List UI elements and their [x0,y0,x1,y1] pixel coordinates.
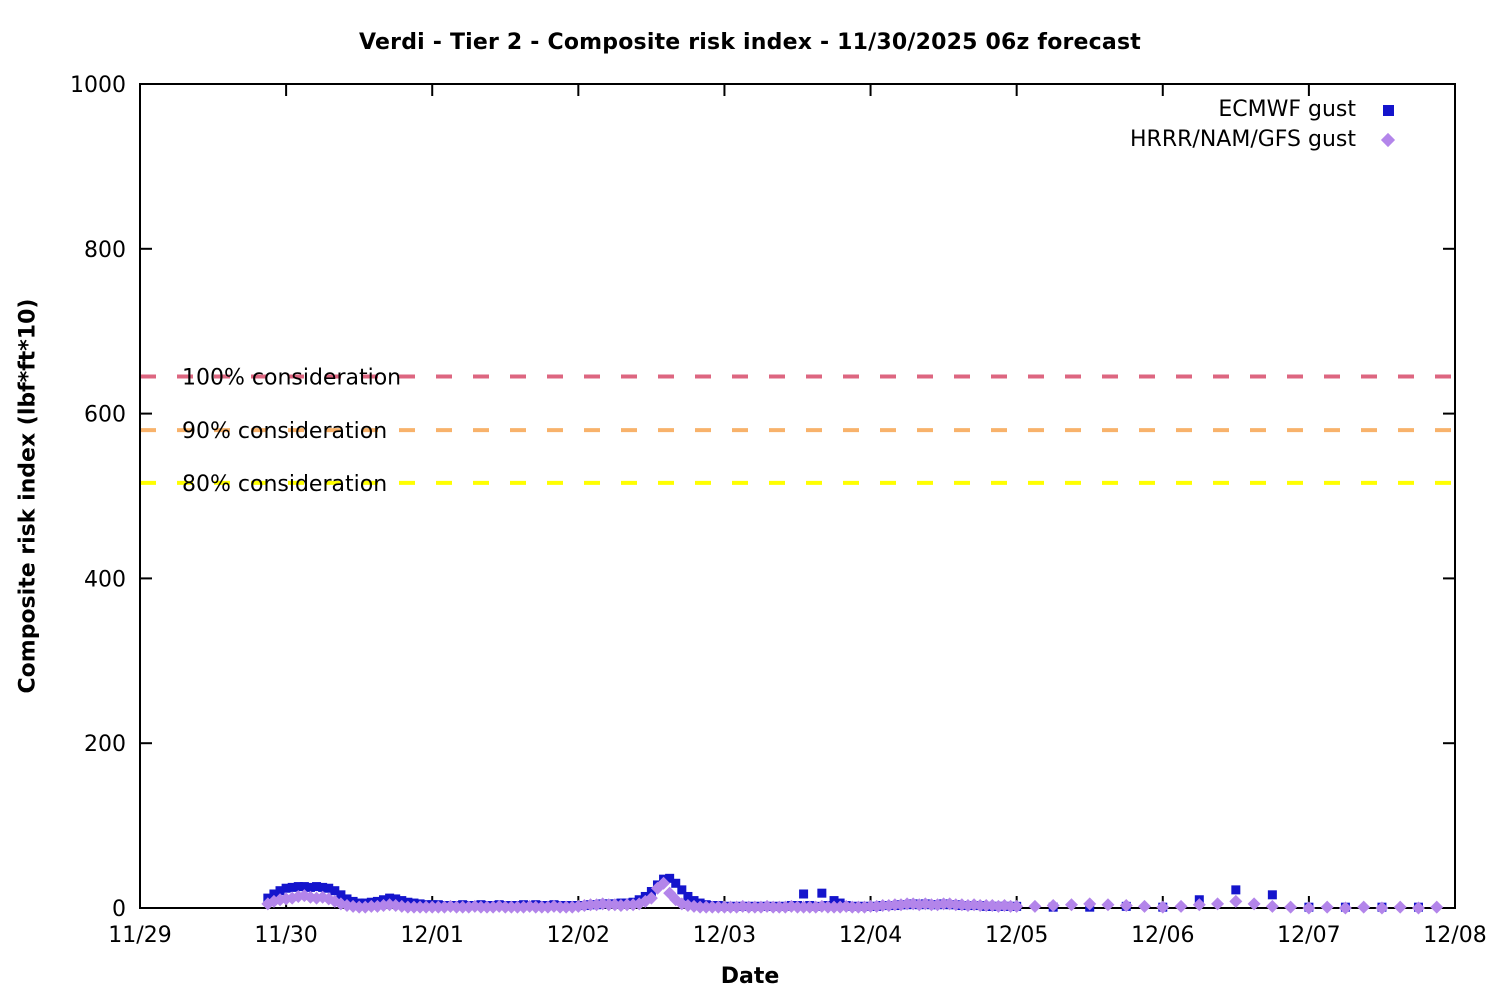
ecmwf-gust-point [829,896,839,906]
hrrr-nam-gfs-gust-point [1101,898,1115,912]
ecmwf-gust-point [318,882,328,892]
threshold-label-80-percent: 80% consideration [182,472,387,497]
hrrr-nam-gfs-gust-point [1375,901,1389,915]
hrrr-nam-gfs-gust-point [1247,897,1261,911]
ecmwf-gust-point [275,886,285,896]
ecmwf-gust-point [330,886,340,896]
ecmwf-gust-point [385,893,395,903]
legend-marker-box [1356,104,1420,116]
legend-label-hrrr-nam-gfs: HRRR/NAM/GFS gust [1130,127,1356,152]
ecmwf-gust-point [342,894,352,904]
ecmwf-gust-point [324,883,334,893]
ecmwf-gust-point [287,882,297,892]
ecmwf-gust-point [391,894,401,904]
legend-item-ecmwf: ECMWF gust [1218,95,1420,125]
hrrr-nam-gfs-gust-point [1138,899,1152,913]
ecmwf-gust-point [671,878,681,888]
x-tick-label: 12/05 [985,923,1048,948]
x-tick-label: 12/08 [1423,923,1486,948]
threshold-label-100-percent: 100% consideration [182,366,401,391]
hrrr-nam-gfs-gust-point [1174,899,1188,913]
hrrr-nam-gfs-gust-point [1156,900,1170,914]
hrrr-nam-gfs-gust-point [1010,899,1024,913]
ecmwf-gust-point [281,883,291,893]
hrrr-nam-gfs-gust-point [1320,900,1334,914]
legend-label-ecmwf: ECMWF gust [1218,97,1356,122]
ecmwf-gust-point [665,873,675,883]
hrrr-nam-gfs-gust-point [657,876,671,890]
hrrr-nam-gfs-gust-point [644,891,658,905]
hrrr-nam-gfs-gust-point [1284,900,1298,914]
hrrr-nam-gfs-gust-point [1064,898,1078,912]
hrrr-diamond-marker-icon [1380,132,1396,148]
hrrr-nam-gfs-gust-point [1265,899,1279,913]
hrrr-nam-gfs-gust-point [1046,899,1060,913]
hrrr-nam-gfs-gust-point [1338,901,1352,915]
ecmwf-square-marker-icon [1382,104,1394,116]
ecmwf-gust-point [336,890,346,900]
y-tick-label: 600 [84,403,126,428]
y-tick-label: 1000 [70,73,126,98]
hrrr-nam-gfs-gust-point [1192,898,1206,912]
hrrr-nam-gfs-gust-point [1411,901,1425,915]
ecmwf-gust-point [799,889,809,899]
x-tick-label: 12/03 [693,923,756,948]
ecmwf-gust-point [817,888,827,898]
y-tick-label: 800 [84,238,126,263]
x-tick-label: 12/07 [1277,923,1340,948]
ecmwf-gust-point [305,882,315,892]
ecmwf-gust-point [312,882,322,892]
legend: ECMWF gust HRRR/NAM/GFS gust [1130,95,1420,155]
ecmwf-gust-point [293,882,303,892]
legend-marker-box [1356,132,1420,148]
ecmwf-gust-point [683,891,693,901]
ecmwf-gust-point [299,882,309,892]
y-tick-label: 200 [84,732,126,757]
hrrr-nam-gfs-gust-point [1028,899,1042,913]
x-tick-label: 12/04 [839,923,902,948]
ecmwf-gust-point [646,887,656,897]
hrrr-nam-gfs-gust-point [1393,900,1407,914]
ecmwf-gust-point [269,889,279,899]
hrrr-nam-gfs-gust-point [1229,894,1243,908]
hrrr-nam-gfs-gust-point [1119,899,1133,913]
x-tick-label: 12/02 [547,923,610,948]
hrrr-nam-gfs-gust-point [1430,900,1444,914]
hrrr-nam-gfs-gust-point [1357,900,1371,914]
x-tick-label: 12/06 [1131,923,1194,948]
hrrr-nam-gfs-gust-point [1211,897,1225,911]
x-tick-label: 12/01 [401,923,464,948]
y-tick-label: 400 [84,567,126,592]
x-tick-label: 11/29 [108,923,171,948]
legend-item-hrrr-nam-gfs: HRRR/NAM/GFS gust [1130,125,1420,155]
ecmwf-gust-point [1231,885,1241,895]
x-axis-title: Date [720,964,780,989]
ecmwf-gust-point [677,885,687,895]
y-tick-label: 0 [112,897,126,922]
x-tick-label: 11/30 [254,923,317,948]
threshold-label-90-percent: 90% consideration [182,419,387,444]
ecmwf-gust-point [1267,890,1277,900]
hrrr-nam-gfs-gust-point [1302,901,1316,915]
chart-title: Verdi - Tier 2 - Composite risk index - … [359,30,1141,55]
hrrr-nam-gfs-gust-point [1083,897,1097,911]
